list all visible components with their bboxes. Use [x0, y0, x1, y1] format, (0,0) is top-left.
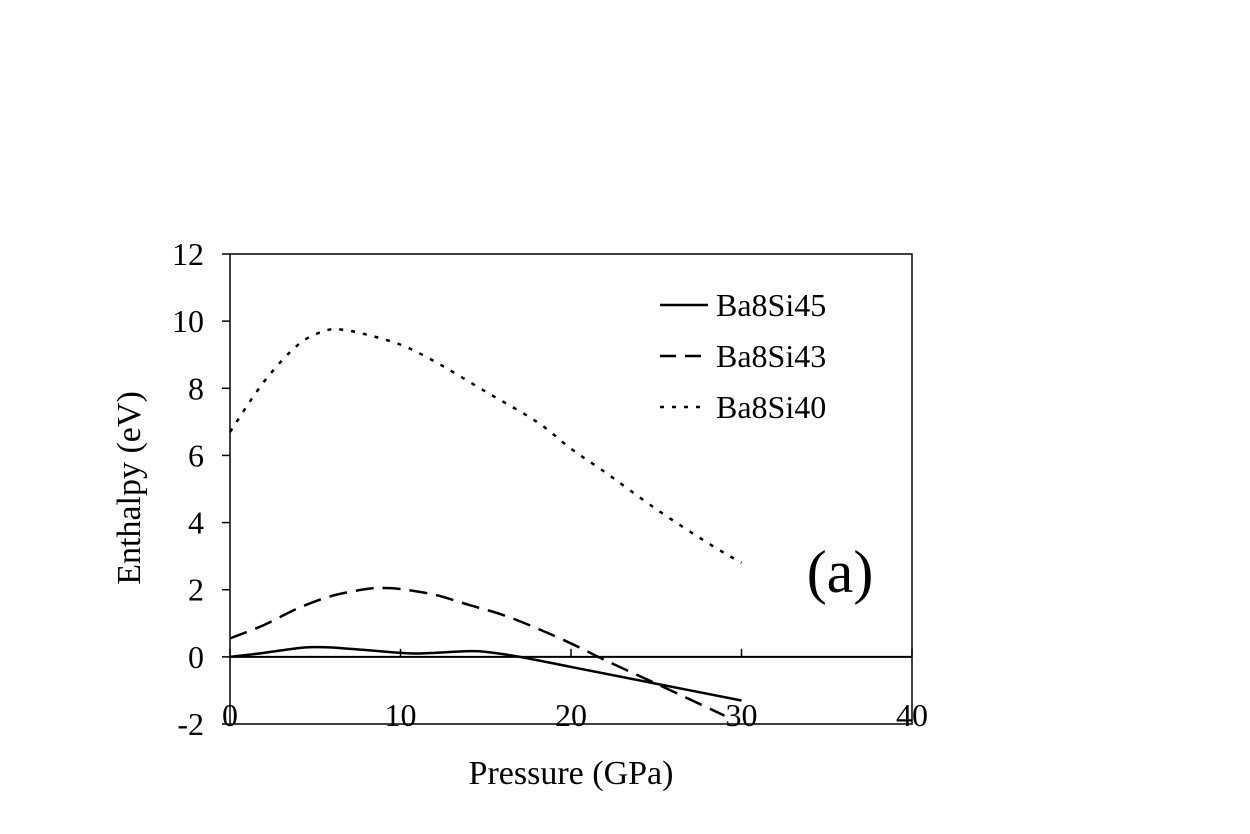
y-tick-label: -2 — [177, 706, 204, 742]
x-tick-label: 20 — [555, 697, 587, 733]
series-line-ba8si43 — [229, 586, 725, 717]
y-tick-label: 8 — [188, 370, 204, 406]
y-tick-label: 6 — [188, 437, 204, 473]
y-tick-label: 12 — [172, 236, 204, 272]
y-ticks: -2 0 2 4 6 8 10 12 — [172, 236, 230, 742]
series-line-ba8si45 — [229, 645, 742, 702]
x-axis-title: Pressure (GPa) — [469, 755, 674, 792]
legend-label: Ba8Si43 — [716, 338, 826, 374]
x-tick-label: 40 — [896, 697, 928, 733]
series-layer — [228, 327, 743, 717]
x-tick-label: 10 — [385, 697, 417, 733]
series-line-ba8si40 — [228, 327, 743, 564]
panel-label: (a) — [807, 539, 874, 605]
y-axis-title: Enthalpy (eV) — [111, 391, 148, 585]
x-tick-label: 30 — [726, 697, 758, 733]
plot-area-frame — [229, 253, 913, 725]
legend: Ba8Si45 Ba8Si43 Ba8Si40 — [660, 287, 826, 425]
y-tick-label: 10 — [172, 303, 204, 339]
x-ticks: 0 10 20 30 40 — [222, 648, 928, 733]
legend-label: Ba8Si40 — [716, 389, 826, 425]
legend-label: Ba8Si45 — [716, 287, 826, 323]
y-tick-label: 0 — [188, 639, 204, 675]
y-tick-label: 4 — [188, 505, 204, 541]
x-tick-label: 0 — [222, 697, 238, 733]
y-tick-label: 2 — [188, 572, 204, 608]
